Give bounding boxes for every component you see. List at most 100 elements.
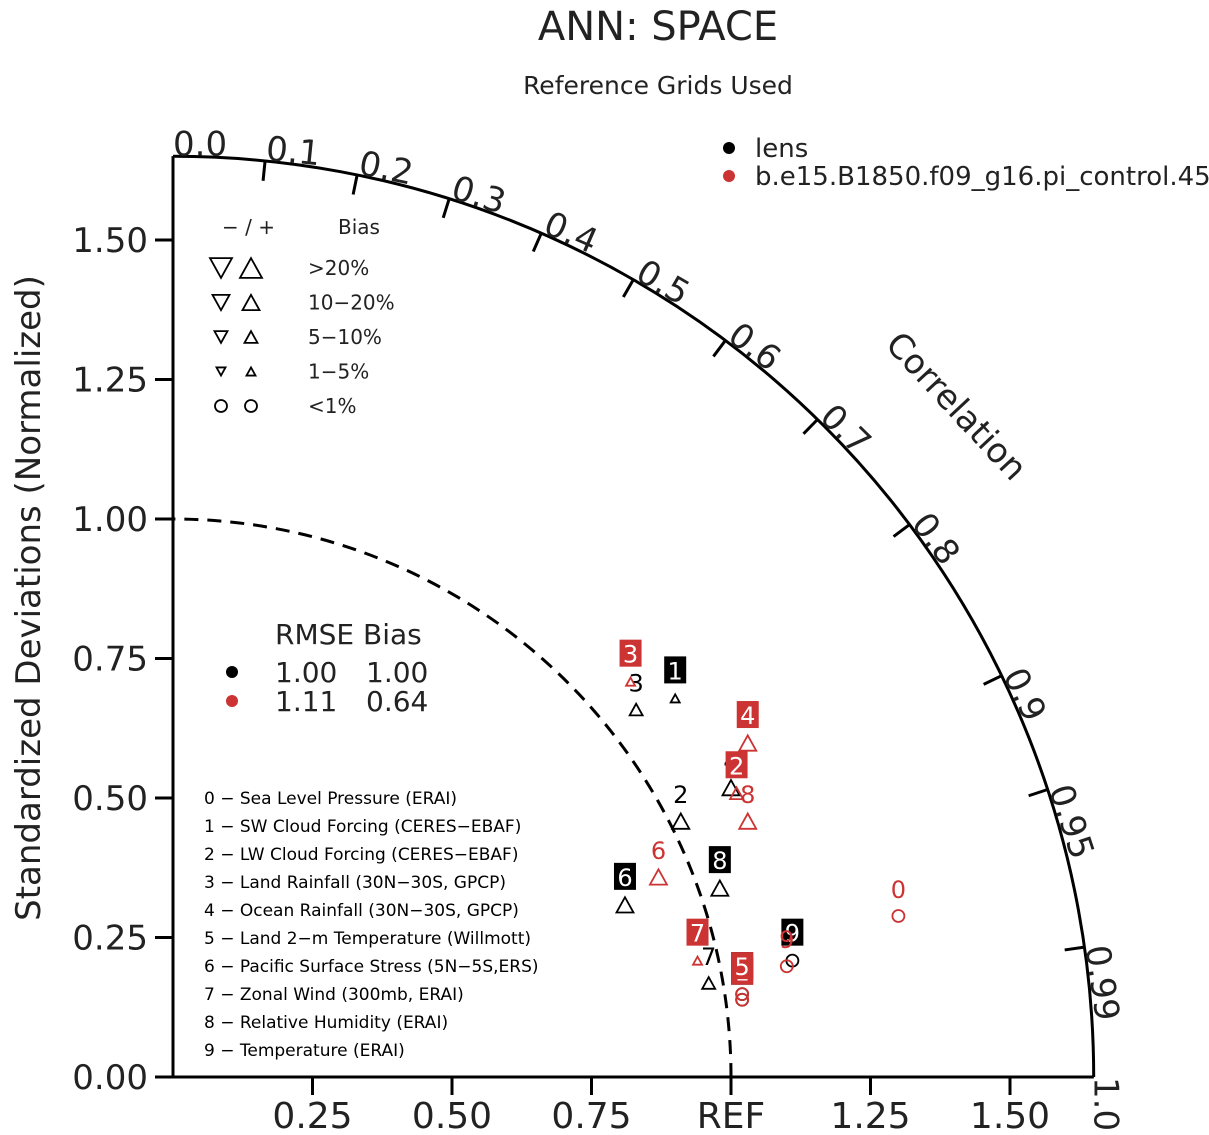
correlation-tick-label: 0.95 xyxy=(1040,780,1102,864)
bias-legend-plus-marker xyxy=(240,292,262,312)
data-point-marker xyxy=(779,959,794,974)
x-tick-label: 0.25 xyxy=(272,1096,352,1135)
x-tick-label: 1.25 xyxy=(830,1096,910,1135)
data-point-marker xyxy=(720,778,742,797)
correlation-label: Correlation xyxy=(877,324,1034,488)
chart-subtitle: Reference Grids Used xyxy=(523,71,793,100)
correlation-tick-mark xyxy=(441,198,451,219)
y-tick-label: 0.25 xyxy=(72,919,148,959)
summary-bias: 0.64 xyxy=(366,685,428,718)
correlation-tick-label: 0.8 xyxy=(903,505,967,572)
data-point-box xyxy=(619,639,642,667)
correlation-tick-label: 0.7 xyxy=(812,397,879,463)
correlation-tick-label: 0.9 xyxy=(994,662,1054,728)
y-tick-label: 0.50 xyxy=(72,779,148,819)
correlation-tick-label: 0.1 xyxy=(264,129,322,174)
bias-legend-sign-header: − / + xyxy=(222,215,275,239)
correlation-tick-mark xyxy=(261,160,267,181)
data-point-marker xyxy=(891,909,906,923)
summary-rmse: 1.00 xyxy=(275,656,337,689)
data-point-label: 0 xyxy=(891,876,906,904)
data-point-box xyxy=(731,952,754,980)
data-point: 8 xyxy=(708,846,731,897)
data-point: 8 xyxy=(737,781,758,830)
data-point-box xyxy=(725,751,748,779)
bias-legend-minus-marker xyxy=(208,257,234,280)
data-point-label: 3 xyxy=(628,670,643,698)
correlation-tick-mark xyxy=(982,674,1003,686)
data-point-marker xyxy=(728,785,745,801)
bias-legend-row-label: 1−5% xyxy=(308,360,369,384)
variable-legend-item: 6 − Pacific Surface Stress (5N−5S,ERS) xyxy=(204,957,539,977)
data-point-label: 8 xyxy=(712,847,727,875)
data-point-label: 8 xyxy=(740,781,755,809)
correlation-tick-mark xyxy=(712,339,727,358)
data-point-marker xyxy=(648,867,669,886)
y-tick-label: 0.00 xyxy=(72,1058,148,1098)
variable-legend-item: 0 − Sea Level Pressure (ERAI) xyxy=(204,789,457,809)
data-point: 6 xyxy=(613,862,636,914)
bias-legend-plus-marker xyxy=(238,256,264,279)
data-point: 9 xyxy=(779,926,794,974)
bias-legend-plus-marker xyxy=(242,329,260,344)
variable-legend-item: 1 − SW Cloud Forcing (CERES−EBAF) xyxy=(204,817,521,837)
reference-arc xyxy=(172,517,733,1078)
correlation-tick-label: 0.5 xyxy=(629,252,696,314)
data-point-marker xyxy=(737,733,758,752)
series-legend-dot xyxy=(723,142,735,154)
summary-bias: 1.00 xyxy=(366,656,428,689)
correlation-tick-mark xyxy=(1028,788,1049,798)
data-point: 5 xyxy=(731,952,754,1002)
data-point-marker xyxy=(737,811,758,830)
series-legend-dot xyxy=(723,170,735,182)
correlation-tick-mark xyxy=(351,174,359,195)
data-point-marker xyxy=(735,992,750,1007)
x-tick-label: 0.75 xyxy=(551,1096,631,1135)
bias-legend-row-label: <1% xyxy=(308,394,357,418)
correlation-tick-label: 0.3 xyxy=(447,168,511,222)
data-point-box xyxy=(686,918,709,946)
data-point-box xyxy=(708,846,731,874)
summary-color-dot xyxy=(226,695,238,707)
correlation-arc xyxy=(172,154,1096,1078)
data-point-box xyxy=(613,862,636,890)
bias-legend-plus-marker xyxy=(244,365,258,377)
data-point: 6 xyxy=(648,837,669,886)
bias-legend-minus-marker xyxy=(210,293,232,313)
data-point: 7 xyxy=(700,943,717,990)
bias-legend-row-label: 10−20% xyxy=(308,291,395,315)
y-tick-label: 0.75 xyxy=(72,640,148,680)
variable-legend-item: 7 − Zonal Wind (300mb, ERAI) xyxy=(204,985,464,1005)
variable-legend-item: 5 − Land 2−m Temperature (Willmott) xyxy=(204,929,531,949)
correlation-tick-label: 0.2 xyxy=(356,144,417,194)
data-point-label: 1 xyxy=(668,657,683,685)
y-tick-label: 1.25 xyxy=(72,361,148,401)
y-tick-label: 1.00 xyxy=(72,500,148,540)
correlation-tick-label: 0.6 xyxy=(721,315,788,379)
data-point-label: 7 xyxy=(701,943,716,971)
bias-legend-row-label: >20% xyxy=(308,256,369,280)
data-point-marker xyxy=(735,987,750,1002)
summary-header: RMSE Bias xyxy=(275,618,422,651)
series-legend-label: lens xyxy=(755,134,808,164)
data-point-label: 7 xyxy=(690,920,705,948)
bias-legend-row-label: 5−10% xyxy=(308,325,382,349)
data-point-label: 6 xyxy=(617,864,632,892)
chart-title: ANN: SPACE xyxy=(538,4,778,50)
data-point: 3 xyxy=(628,670,645,717)
bias-legend-minus-marker xyxy=(214,399,228,413)
bias-legend-minus-marker xyxy=(214,366,228,378)
data-point-marker xyxy=(624,675,637,687)
correlation-tick-mark xyxy=(802,418,819,435)
summary-color-dot xyxy=(226,666,238,678)
variable-legend-item: 9 − Temperature (ERAI) xyxy=(204,1041,405,1061)
correlation-tick-label: 0.4 xyxy=(538,204,604,262)
x-tick-label: REF xyxy=(697,1096,765,1135)
data-point-label: 3 xyxy=(623,641,638,669)
data-point-box xyxy=(781,918,804,946)
correlation-tick-label: 0.99 xyxy=(1077,943,1127,1024)
variable-legend-item: 4 − Ocean Rainfall (30N−30S, GPCP) xyxy=(204,901,519,921)
data-point: 0 xyxy=(891,876,906,923)
